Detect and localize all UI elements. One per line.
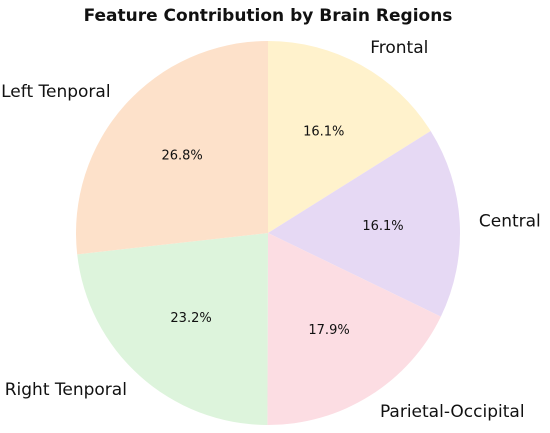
value-label: 26.8% — [161, 149, 202, 164]
value-label: 16.1% — [362, 219, 403, 234]
slice-label: Right Tenporal — [5, 380, 127, 400]
pie-slice — [77, 233, 268, 425]
pie-slice — [75, 41, 268, 255]
slice-label: Central — [479, 211, 541, 231]
chart-title: Feature Contribution by Brain Regions — [84, 6, 453, 26]
slice-label: Frontal — [370, 38, 428, 58]
pie-slice — [268, 41, 431, 233]
value-label: 17.9% — [308, 323, 349, 338]
slice-label: Left Tenporal — [1, 82, 110, 102]
pie-slice — [268, 130, 460, 317]
value-label: 23.2% — [170, 311, 211, 326]
value-label: 16.1% — [303, 125, 344, 140]
slice-label: Parietal-Occipital — [380, 402, 525, 422]
pie-slice — [267, 233, 441, 426]
